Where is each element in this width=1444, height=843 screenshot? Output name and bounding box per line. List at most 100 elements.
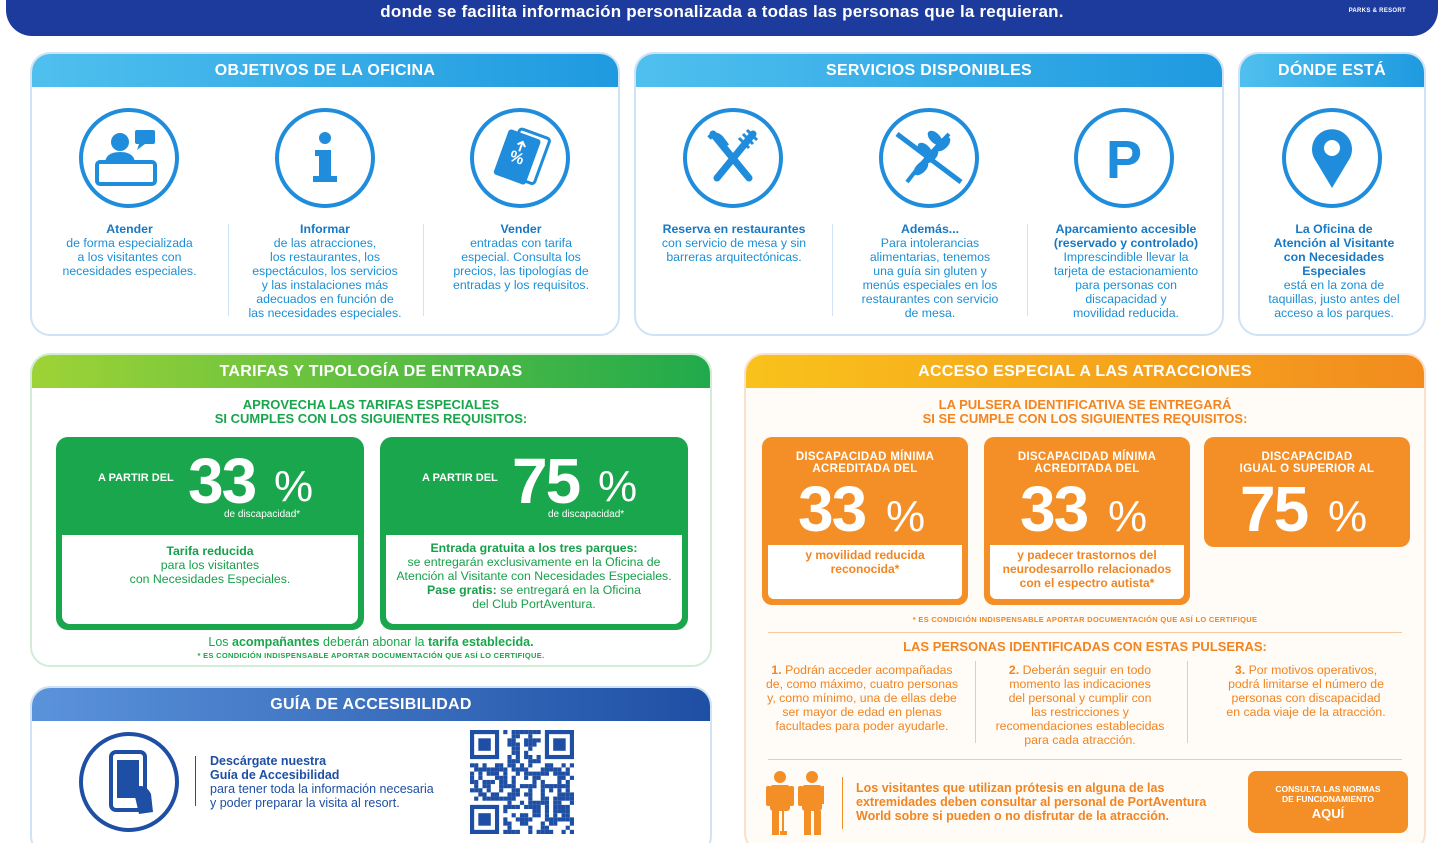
box-number: 75 xyxy=(1240,473,1309,545)
condition-3: 3. Por motivos operativos, podrá limitar… xyxy=(1196,663,1416,719)
condition-line: las restricciones y xyxy=(1031,705,1129,719)
box-percent: % xyxy=(1108,492,1148,541)
objetivo-line: necesidades especiales. xyxy=(62,264,197,278)
divider xyxy=(1187,661,1188,743)
foot-bold: acompañantes xyxy=(232,635,320,649)
foot-text: deberán abonar la xyxy=(319,635,428,649)
foot-bold: tarifa establecida. xyxy=(427,635,534,649)
condition-line: Podrán acceder acompañadas xyxy=(781,663,953,677)
tarifa-box-33: A PARTIR DEL 33 % de discapacidad* Tarif… xyxy=(56,437,364,630)
box-head: ACREDITADA DEL xyxy=(1034,463,1140,475)
acompanantes-note: Los acompañantes deberán abonar la tarif… xyxy=(32,635,710,649)
condition-number: 3. xyxy=(1234,663,1246,677)
certification-note: * ES CONDICIÓN INDISPENSABLE APORTAR DOC… xyxy=(197,651,545,660)
box-pre: A PARTIR DEL xyxy=(422,472,498,484)
box-head: IGUAL O SUPERIOR AL xyxy=(1239,463,1375,475)
objetivo-line: de forma especializada xyxy=(66,236,193,250)
brand-logo: PARKS & RESORT xyxy=(1348,8,1406,14)
objetivo-title: Atender xyxy=(106,222,153,236)
servicio-reserva: Reserva en restaurantes con servicio de … xyxy=(646,222,822,264)
condition-line: recomendaciones establecidas xyxy=(995,719,1165,733)
attendant-icon xyxy=(79,108,179,208)
condition-line: podrá limitarse el número de xyxy=(1228,677,1384,691)
servicio-line: para personas con xyxy=(1075,278,1177,292)
pulsera-conditions-head: LAS PERSONAS IDENTIFICADAS CON ESTAS PUL… xyxy=(903,639,1267,654)
condition-line: ser mayor de edad en plenas xyxy=(782,705,942,719)
guia-bold: Descárgate nuestra xyxy=(210,754,327,768)
objetivo-line: entradas con tarifa xyxy=(470,236,572,250)
prosthesis-people-icon xyxy=(764,769,832,839)
qr-code-icon[interactable] xyxy=(470,730,574,834)
top-banner: donde se facilita información personaliz… xyxy=(6,0,1438,36)
box-percent: % xyxy=(598,462,638,511)
location-pin-icon xyxy=(1282,108,1382,208)
condition-line: momento las indicaciones xyxy=(1009,677,1151,691)
box-percent: % xyxy=(1328,492,1368,541)
donde-title-line: con Necesidades xyxy=(1283,250,1385,264)
box-detail: Entrada gratuita a los tres parques: se … xyxy=(386,535,682,624)
box-number: 33 xyxy=(798,473,867,545)
servicio-line: Imprescindible llevar la xyxy=(1063,250,1189,264)
guia-title: GUÍA DE ACCESIBILIDAD xyxy=(32,688,710,721)
detail-line: neurodesarrollo relacionados xyxy=(1002,562,1172,576)
svg-text:P: P xyxy=(1106,130,1142,190)
servicio-line: una guía sin gluten y xyxy=(873,264,987,278)
servicio-title: Aparcamiento accesible xyxy=(1055,222,1197,236)
box-detail: Tarifa reducida para los visitantes con … xyxy=(62,535,358,624)
detail-line: y movilidad reducida xyxy=(805,548,925,562)
condition-line: del personal y cumplir con xyxy=(1008,691,1152,705)
detail-bold: Entrada gratuita a los tres parques: xyxy=(430,541,638,555)
donde-title-line: La Oficina de xyxy=(1295,222,1373,236)
servicio-line: de mesa. xyxy=(904,306,956,320)
guia-bold: Guía de Accesibilidad xyxy=(210,768,340,782)
prosthesis-line: World sobre si pueden o no disfrutar de … xyxy=(856,809,1170,823)
condition-number: 2. xyxy=(1008,663,1020,677)
servicio-line: restaurantes con servicio xyxy=(861,292,999,306)
box-percent: % xyxy=(274,462,314,511)
button-line: CONSULTA LAS NORMAS xyxy=(1275,784,1381,794)
detail-line: reconocida* xyxy=(830,562,900,576)
guia-line: para tener toda la información necesaria xyxy=(210,782,434,796)
detail-line: del Club PortAventura. xyxy=(472,597,596,611)
condition-line: Por motivos operativos, xyxy=(1245,663,1378,677)
headline-line: SI SE CUMPLE CON LOS SIGUIENTES REQUISIT… xyxy=(922,411,1248,426)
donde-title-line: Atención al Visitante xyxy=(1273,236,1395,250)
box-sub: de discapacidad* xyxy=(224,509,301,520)
gluten-free-icon xyxy=(879,108,979,208)
servicios-panel: SERVICIOS DISPONIBLES P Reserva en resta… xyxy=(634,52,1224,336)
certification-note: * ES CONDICIÓN INDISPENSABLE APORTAR DOC… xyxy=(912,615,1258,624)
servicio-ademas: Además... Para intolerancias alimentaria… xyxy=(842,222,1018,320)
banner-text: donde se facilita información personaliz… xyxy=(380,2,1064,21)
detail-line: con Necesidades Especiales. xyxy=(129,572,291,586)
box-number: 33 xyxy=(188,445,257,517)
donde-text: La Oficina de Atención al Visitante con … xyxy=(1246,222,1422,320)
consulta-normas-button[interactable]: CONSULTA LAS NORMAS DE FUNCIONAMIENTO AQ… xyxy=(1248,771,1408,833)
box-pre: A PARTIR DEL xyxy=(98,472,174,484)
guia-line: y poder preparar la visita al resort. xyxy=(210,796,400,810)
divider xyxy=(842,777,843,829)
box-head: DISCAPACIDAD MÍNIMA xyxy=(1017,451,1157,463)
headline-line: LA PULSERA IDENTIFICATIVA SE ENTREGARÁ xyxy=(938,397,1232,412)
detail-bold: Tarifa reducida xyxy=(166,544,254,558)
prosthesis-line: extremidades deben consultar al personal… xyxy=(856,795,1207,809)
donde-title: DÓNDE ESTÁ xyxy=(1240,54,1424,87)
donde-line: acceso a los parques. xyxy=(1274,306,1394,320)
objetivos-title: OBJETIVOS DE LA OFICINA xyxy=(32,54,618,87)
objetivo-line: y las instalaciones más xyxy=(261,278,389,292)
condition-2: 2. Deberán seguir en todo momento las in… xyxy=(980,663,1180,747)
button-line: DE FUNCIONAMIENTO xyxy=(1282,794,1374,804)
donde-title-line: Especiales xyxy=(1302,264,1366,278)
divider xyxy=(228,224,229,316)
objetivo-line: las necesidades especiales. xyxy=(248,306,402,320)
objetivo-line: adecuados en función de xyxy=(256,292,394,306)
prosthesis-line: Los visitantes que utilizan prótesis en … xyxy=(856,781,1165,795)
tarifas-title: TARIFAS Y TIPOLOGÍA DE ENTRADAS xyxy=(32,355,710,388)
objetivo-line: especial. Consulta los xyxy=(461,250,581,264)
divider xyxy=(768,632,1402,633)
objetivo-line: entradas y los requisitos. xyxy=(452,278,590,292)
acceso-headline: LA PULSERA IDENTIFICATIVA SE ENTREGARÁ S… xyxy=(746,398,1424,426)
restaurant-icon xyxy=(683,108,783,208)
condition-line: de, como máximo, cuatro personas xyxy=(765,677,959,691)
servicio-line: con servicio de mesa y sin xyxy=(661,236,807,250)
servicio-line: tarjeta de estacionamiento xyxy=(1053,264,1199,278)
